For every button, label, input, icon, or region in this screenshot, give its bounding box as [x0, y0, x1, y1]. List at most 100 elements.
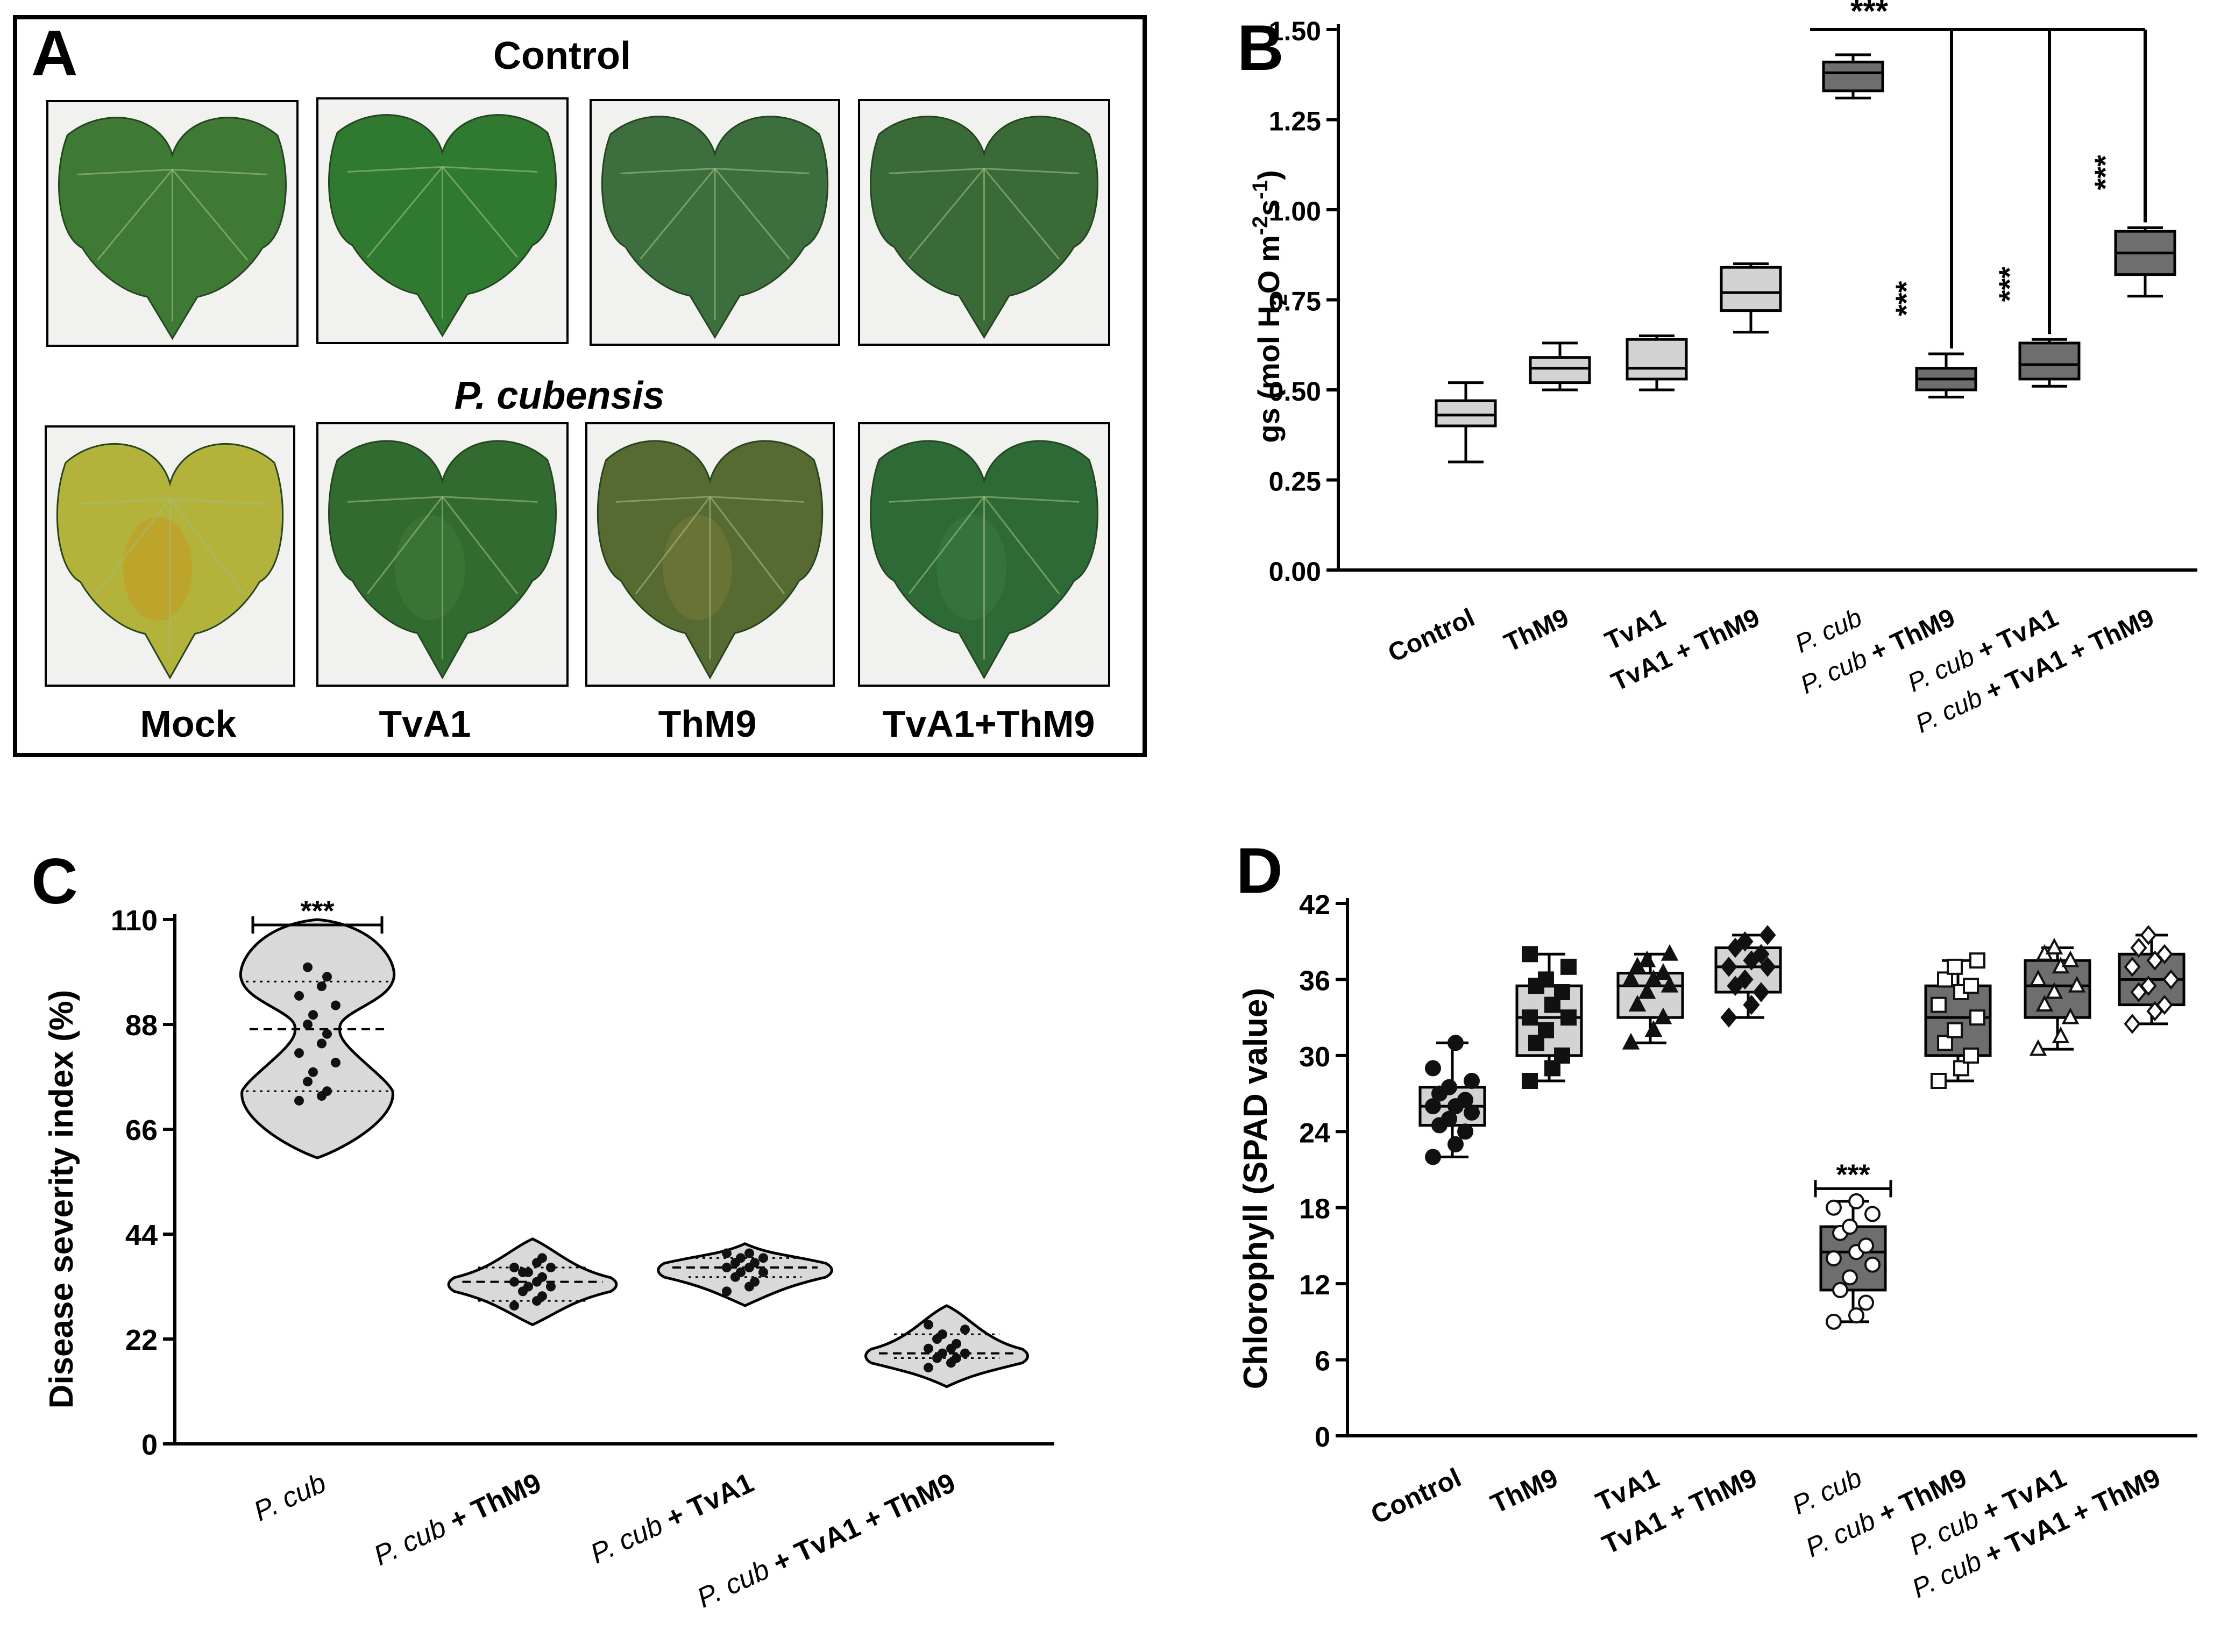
data-point: [2061, 1007, 2080, 1024]
data-point: [2140, 975, 2157, 996]
panel-d-y-tick-label: 12: [1299, 1270, 1330, 1301]
panel-d-y-tick-label: 24: [1299, 1117, 1330, 1149]
panel-b-letter: B: [1237, 12, 1284, 84]
box: [2018, 341, 2081, 381]
data-point: [758, 1267, 768, 1277]
panel-b-ylabel: gs (mol H2O m-2s-1): [1248, 170, 1292, 443]
leaf-vein: [347, 166, 443, 173]
data-point: [1752, 982, 1770, 1002]
leaf-vein: [908, 168, 985, 260]
data-point: [952, 1353, 961, 1363]
data-point: [1858, 1294, 1874, 1311]
data-point: [303, 1020, 313, 1029]
data-point: [523, 1281, 533, 1292]
panel-b-y-tick-label: 0.00: [1269, 557, 1321, 587]
data-point: [1826, 1199, 1842, 1216]
leaf-vein: [983, 496, 1060, 595]
panel-c-x-tick-label: P. cub + ThM9: [369, 1467, 546, 1571]
data-point: [1554, 984, 1570, 1000]
data-point: [758, 1253, 768, 1263]
data-point: [938, 1348, 947, 1358]
data-point: [924, 1320, 933, 1330]
data-point: [736, 1253, 746, 1263]
leaf-vein: [95, 499, 171, 596]
leaf-vein: [366, 496, 443, 595]
data-point: [1848, 1193, 1864, 1209]
leaf-lesion: [936, 515, 1007, 620]
data-point: [322, 1029, 332, 1039]
data-point: [303, 1077, 313, 1087]
panel-c-ylabel: Disease severity index (%): [43, 990, 80, 1409]
panel-c-y-tick-label: 22: [125, 1324, 158, 1356]
data-point: [2035, 994, 2054, 1012]
sig-star: ***: [2088, 155, 2122, 190]
data-point: [2124, 957, 2141, 977]
leaf-vein: [640, 168, 716, 260]
data-point: [1736, 931, 1754, 952]
data-point: [750, 1277, 760, 1287]
data-point: [1832, 1281, 1848, 1298]
data-point: [2156, 944, 2173, 965]
leaf-vein: [616, 496, 711, 503]
panel-c-y-tick-label: 0: [141, 1429, 158, 1461]
leaf-vein: [442, 496, 538, 503]
data-point: [722, 1286, 732, 1297]
data-point: [322, 972, 332, 982]
panel-b-y-tick-label: 0.50: [1269, 376, 1321, 407]
data-point: [1464, 1073, 1480, 1089]
panel-c: C Disease severity index (%) 0 22 44 66 88 11…: [31, 845, 1054, 1614]
data-point: [2029, 1039, 2047, 1056]
leaf-lesion: [663, 515, 733, 620]
panel-b-y-tick-label: 0.75: [1269, 287, 1321, 317]
data-point: [537, 1272, 547, 1282]
data-point: [1969, 952, 1985, 969]
violin-shape: [864, 1304, 1029, 1388]
leaf-vein: [620, 167, 715, 174]
data-point: [1522, 1073, 1538, 1089]
violin-shape: [239, 918, 396, 1159]
data-point: [1931, 996, 1947, 1013]
panel-c-y-tick-label: 110: [111, 905, 158, 937]
data-point: [537, 1253, 547, 1263]
data-point: [1720, 957, 1737, 977]
data-point: [1864, 1256, 1881, 1273]
data-point: [1554, 1047, 1570, 1064]
data-point: [1425, 1098, 1441, 1115]
data-point: [1963, 1047, 1979, 1064]
leaf-vein: [96, 169, 173, 261]
leaf-vein: [366, 166, 443, 258]
data-point: [938, 1329, 947, 1340]
data-point: [509, 1263, 519, 1273]
data-point: [924, 1343, 933, 1354]
leaf-vein: [714, 167, 810, 174]
data-point: [2045, 937, 2063, 955]
panel-d-y-tick-label: 0: [1315, 1422, 1330, 1453]
data-point: [744, 1248, 754, 1258]
data-point: [722, 1263, 732, 1273]
data-point: [509, 1300, 519, 1311]
leaf-vein: [169, 498, 265, 505]
panel-c-y-tick-label: 66: [125, 1114, 158, 1147]
data-point: [1759, 925, 1776, 945]
data-point: [1522, 1009, 1538, 1026]
box: [1822, 60, 1884, 92]
data-point: [1425, 1060, 1441, 1077]
data-point: [308, 1010, 318, 1020]
data-point: [1848, 1307, 1864, 1324]
panel-a: A Control P. cubensis Mock TvA1 ThM9 TvA…: [13, 15, 1147, 757]
data-point: [1720, 1007, 1737, 1028]
data-point: [1644, 1020, 1663, 1037]
data-point: [317, 981, 327, 992]
leaf-vein: [77, 168, 173, 175]
data-point: [1441, 1110, 1457, 1127]
panel-a-frame: [13, 15, 1147, 757]
data-point: [736, 1267, 746, 1277]
leaf-vein: [889, 167, 984, 174]
leaf-vein: [169, 499, 245, 596]
data-point: [1638, 982, 1656, 999]
panel-b-y-tick-label: 1.50: [1269, 16, 1321, 46]
leaf-vein: [908, 496, 985, 595]
sig-star: ***: [1889, 281, 1923, 316]
sig-star: ***: [1836, 1158, 1870, 1191]
